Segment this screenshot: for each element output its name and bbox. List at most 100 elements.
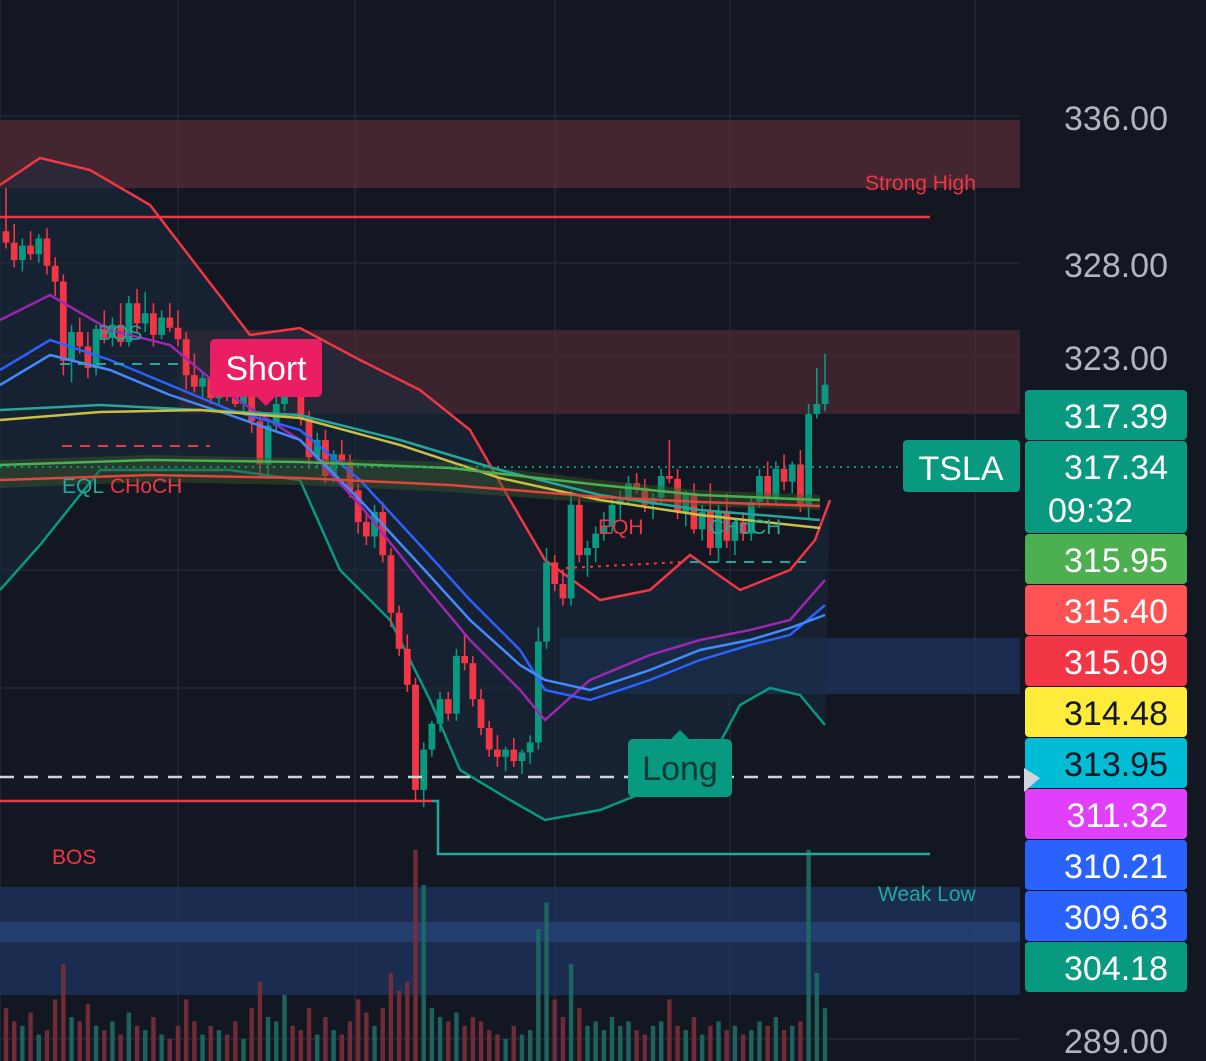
candle[interactable]: [338, 440, 346, 465]
candle[interactable]: [199, 372, 206, 397]
volume-bar: [470, 1017, 476, 1061]
candle[interactable]: [494, 735, 501, 767]
candle[interactable]: [403, 634, 411, 692]
candle[interactable]: [412, 677, 419, 800]
candle[interactable]: [616, 490, 624, 520]
price-badge-309.63[interactable]: 309.63: [1025, 891, 1187, 941]
price-badge-317.34[interactable]: 317.34 09:32: [1025, 441, 1187, 533]
candle-body: [813, 404, 821, 415]
candle[interactable]: [256, 411, 264, 476]
candle[interactable]: [125, 296, 133, 347]
candle-body: [313, 440, 321, 458]
candle[interactable]: [453, 648, 460, 721]
candle[interactable]: [395, 605, 403, 656]
candle[interactable]: [575, 497, 583, 563]
candle[interactable]: [444, 692, 452, 721]
volume-bar: [364, 1012, 369, 1061]
price-badge-315.09[interactable]: 315.09: [1025, 636, 1187, 686]
candle[interactable]: [469, 656, 477, 707]
candle[interactable]: [780, 454, 788, 491]
price-badge-311.32[interactable]: 311.32: [1025, 789, 1187, 839]
candle[interactable]: [821, 353, 829, 412]
volume-bar: [511, 1025, 516, 1061]
candle[interactable]: [84, 332, 92, 379]
candle[interactable]: [739, 512, 747, 541]
candle[interactable]: [510, 738, 518, 767]
price-badge-310.21[interactable]: 310.21: [1025, 840, 1187, 890]
candle[interactable]: [526, 735, 534, 764]
candle[interactable]: [133, 288, 141, 332]
candle[interactable]: [665, 440, 673, 484]
candle[interactable]: [600, 512, 608, 541]
volume-bar: [659, 1021, 664, 1061]
candle[interactable]: [518, 749, 526, 775]
candle[interactable]: [158, 310, 166, 340]
candle[interactable]: [174, 310, 182, 347]
symbol-tag[interactable]: TSLA: [918, 450, 1003, 488]
candle[interactable]: [420, 742, 428, 808]
candle-body: [764, 476, 772, 498]
candle[interactable]: [649, 493, 657, 520]
candle-body: [788, 464, 796, 482]
candle[interactable]: [559, 569, 567, 606]
candle[interactable]: [813, 368, 821, 419]
eqh-dotted-line: [565, 561, 683, 569]
price-axis[interactable]: 336.00 328.00 323.00 289.00 317.39 317.34 09:3…: [1020, 0, 1206, 1061]
price-badge-label: 315.40: [1064, 593, 1168, 631]
price-badge-314.48[interactable]: 314.48: [1025, 687, 1187, 737]
candle[interactable]: [27, 231, 34, 260]
candle[interactable]: [608, 497, 616, 534]
candle[interactable]: [633, 473, 641, 494]
volume-bar: [118, 1034, 123, 1061]
candle[interactable]: [436, 692, 444, 733]
volume-bar: [560, 1017, 566, 1061]
candle[interactable]: [43, 228, 51, 275]
candle[interactable]: [150, 303, 157, 347]
candle[interactable]: [657, 468, 665, 505]
candle[interactable]: [543, 548, 550, 649]
candle[interactable]: [567, 490, 575, 606]
candle[interactable]: [387, 548, 395, 628]
price-badge-313.95[interactable]: 313.95: [1025, 738, 1187, 788]
candle[interactable]: [362, 512, 370, 546]
price-badge-315.40[interactable]: 315.40: [1025, 585, 1187, 635]
candle[interactable]: [584, 540, 591, 577]
candle[interactable]: [797, 450, 804, 512]
candle[interactable]: [502, 746, 509, 772]
price-badge-315.95[interactable]: 315.95: [1025, 534, 1187, 584]
price-badge-304.18[interactable]: 304.18: [1025, 942, 1187, 992]
candle[interactable]: [354, 483, 362, 534]
candle[interactable]: [322, 429, 329, 484]
candle[interactable]: [76, 317, 84, 354]
candle-body: [461, 656, 469, 664]
candle[interactable]: [715, 504, 722, 563]
candle[interactable]: [35, 234, 43, 263]
candle-body: [158, 317, 166, 335]
candle-body: [436, 699, 444, 724]
volume-bar: [36, 1034, 41, 1061]
price-badge-317.39[interactable]: 317.39: [1025, 390, 1187, 440]
candle[interactable]: [551, 555, 559, 592]
candle[interactable]: [166, 303, 174, 332]
candle[interactable]: [18, 238, 26, 272]
candle-body: [330, 454, 337, 476]
candle[interactable]: [534, 627, 542, 750]
volume-bar: [577, 1008, 582, 1061]
candle[interactable]: [485, 720, 493, 757]
candle[interactable]: [461, 634, 469, 671]
candle[interactable]: [731, 519, 739, 556]
candle-body: [403, 648, 411, 685]
candle[interactable]: [190, 353, 198, 393]
candle[interactable]: [477, 689, 485, 736]
volume-bar: [159, 1034, 164, 1061]
volume-bar: [298, 1030, 304, 1061]
candle[interactable]: [756, 468, 763, 508]
candle[interactable]: [141, 291, 149, 332]
volume-bar: [265, 1017, 271, 1061]
candle[interactable]: [10, 224, 18, 268]
candle[interactable]: [51, 257, 59, 296]
candle[interactable]: [428, 720, 436, 757]
candle[interactable]: [592, 526, 600, 563]
